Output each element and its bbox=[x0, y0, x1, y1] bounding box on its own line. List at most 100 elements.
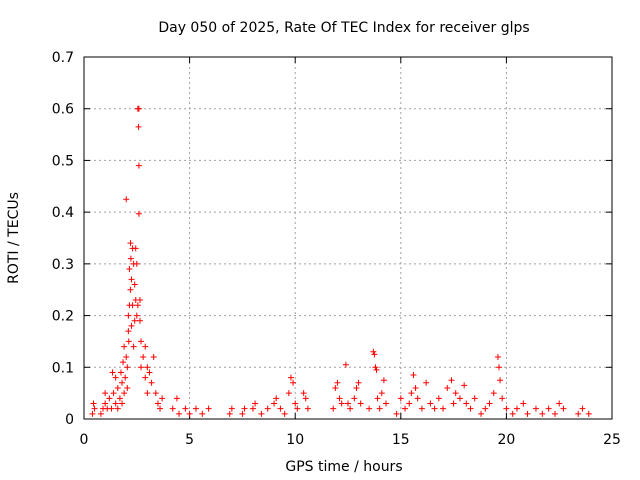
data-point bbox=[123, 353, 130, 360]
data-point bbox=[138, 338, 145, 345]
data-point bbox=[133, 260, 140, 267]
data-point bbox=[336, 395, 343, 402]
data-point bbox=[90, 400, 97, 407]
data-point bbox=[371, 351, 378, 358]
data-point bbox=[380, 377, 387, 384]
data-point bbox=[258, 410, 265, 417]
data-point bbox=[509, 410, 516, 417]
data-point bbox=[513, 405, 520, 412]
data-point bbox=[456, 395, 463, 402]
data-point bbox=[135, 123, 142, 130]
data-point bbox=[110, 390, 117, 397]
data-point bbox=[127, 240, 134, 247]
data-point bbox=[89, 410, 96, 417]
data-point bbox=[148, 379, 155, 386]
data-point bbox=[551, 410, 558, 417]
data-point bbox=[142, 374, 149, 381]
data-point bbox=[277, 405, 284, 412]
data-point bbox=[249, 405, 256, 412]
data-point bbox=[120, 359, 127, 366]
data-point bbox=[496, 364, 503, 371]
data-point bbox=[414, 395, 421, 402]
y-tick-label: 0 bbox=[65, 412, 74, 428]
data-point bbox=[131, 317, 138, 324]
grid-lines bbox=[84, 57, 612, 419]
data-point bbox=[133, 312, 140, 319]
data-point bbox=[128, 276, 135, 283]
data-point bbox=[575, 410, 582, 417]
data-point bbox=[273, 395, 280, 402]
data-point bbox=[114, 384, 121, 391]
data-point bbox=[338, 400, 345, 407]
data-point bbox=[127, 255, 134, 262]
data-point bbox=[294, 405, 301, 412]
data-point bbox=[192, 405, 199, 412]
data-point bbox=[182, 405, 189, 412]
data-point bbox=[467, 405, 474, 412]
data-point bbox=[304, 405, 311, 412]
data-point bbox=[435, 395, 442, 402]
data-point bbox=[102, 400, 109, 407]
data-point bbox=[351, 395, 358, 402]
data-point bbox=[146, 369, 153, 376]
data-point bbox=[108, 405, 115, 412]
data-point bbox=[157, 405, 164, 412]
x-tick-label: 20 bbox=[497, 432, 515, 448]
data-point bbox=[176, 410, 183, 417]
data-point bbox=[373, 366, 380, 373]
x-tick-label: 0 bbox=[80, 432, 89, 448]
data-point bbox=[123, 196, 130, 203]
y-tick-label: 0.2 bbox=[52, 309, 74, 325]
data-point bbox=[119, 379, 126, 386]
data-point bbox=[121, 343, 128, 350]
data-point bbox=[494, 353, 501, 360]
data-point bbox=[450, 400, 457, 407]
data-point bbox=[448, 377, 455, 384]
data-point bbox=[140, 353, 147, 360]
y-tick-label: 0.1 bbox=[52, 360, 74, 376]
data-point bbox=[486, 400, 493, 407]
y-tick-label: 0.4 bbox=[52, 205, 74, 221]
data-point bbox=[132, 245, 139, 252]
data-point bbox=[131, 281, 138, 288]
data-point bbox=[152, 390, 159, 397]
data-point bbox=[106, 395, 113, 402]
data-point bbox=[497, 377, 504, 384]
data-points bbox=[89, 105, 592, 417]
data-point bbox=[292, 400, 299, 407]
data-point bbox=[539, 410, 546, 417]
data-point bbox=[376, 405, 383, 412]
data-point bbox=[144, 364, 151, 371]
data-point bbox=[471, 395, 478, 402]
data-point bbox=[102, 390, 109, 397]
data-point bbox=[138, 364, 145, 371]
data-point bbox=[112, 374, 119, 381]
y-tick-label: 0.7 bbox=[52, 50, 74, 66]
data-point bbox=[285, 390, 292, 397]
data-point bbox=[121, 390, 128, 397]
x-tick-label: 10 bbox=[286, 432, 304, 448]
data-point bbox=[135, 105, 142, 112]
data-point bbox=[136, 317, 143, 324]
data-point bbox=[117, 369, 124, 376]
data-point bbox=[355, 379, 362, 386]
data-point bbox=[290, 379, 297, 386]
data-point bbox=[427, 400, 434, 407]
data-point bbox=[418, 405, 425, 412]
x-tick-label: 15 bbox=[392, 432, 410, 448]
x-axis-ticks: 0 5 10 15 20 25 bbox=[80, 57, 621, 448]
data-point bbox=[228, 405, 235, 412]
data-point bbox=[520, 400, 527, 407]
data-point bbox=[159, 395, 166, 402]
data-point bbox=[431, 405, 438, 412]
data-point bbox=[252, 400, 259, 407]
data-point bbox=[205, 405, 212, 412]
data-point bbox=[347, 405, 354, 412]
data-point bbox=[478, 410, 485, 417]
data-point bbox=[125, 312, 132, 319]
data-point bbox=[97, 410, 104, 417]
data-point bbox=[408, 390, 415, 397]
data-point bbox=[556, 400, 563, 407]
data-point bbox=[412, 384, 419, 391]
